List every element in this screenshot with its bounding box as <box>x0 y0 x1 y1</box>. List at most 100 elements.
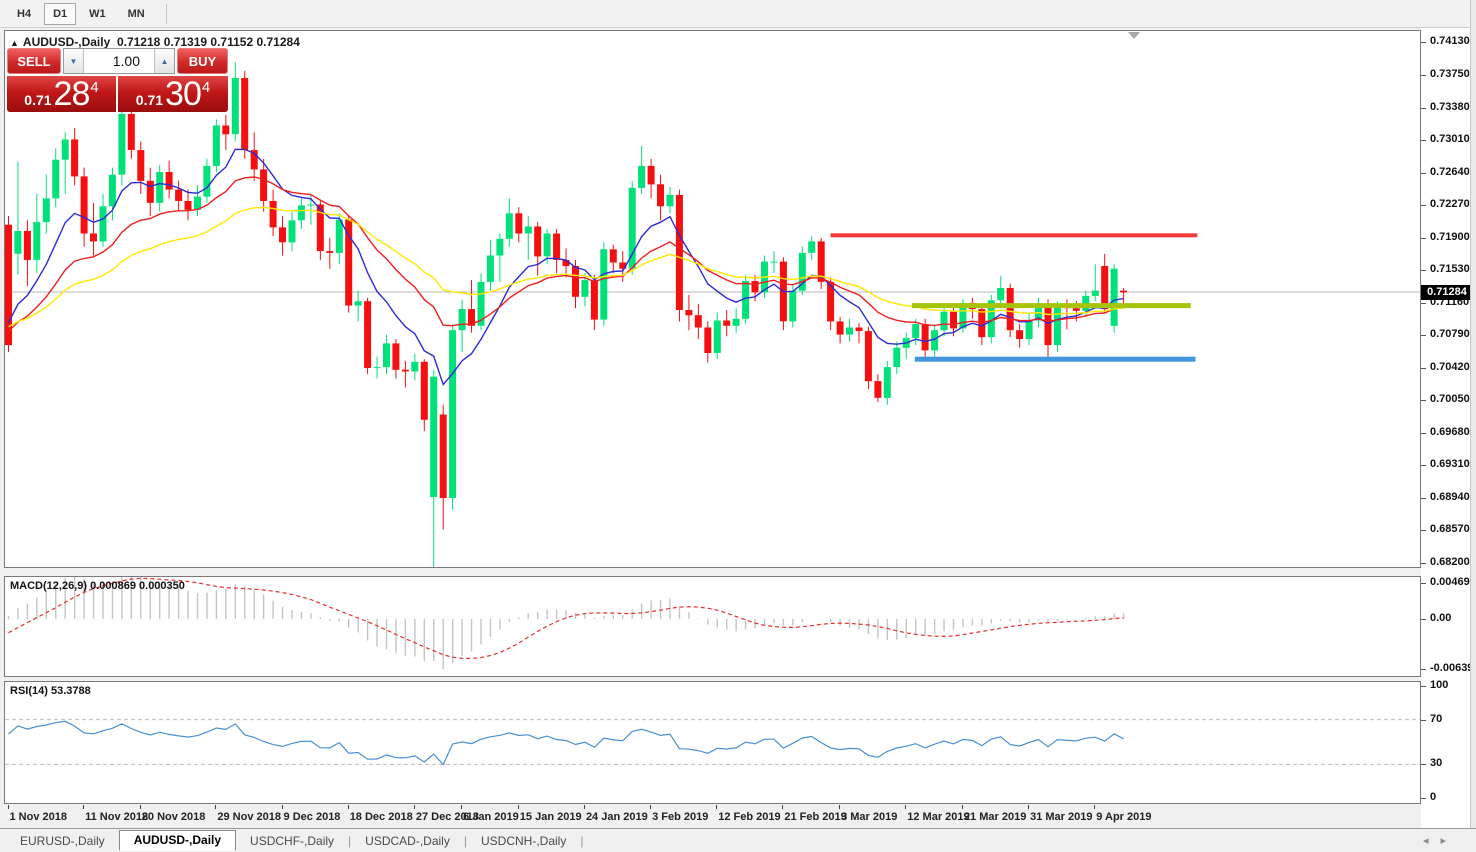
buy-price-small: 0.71 <box>135 92 164 108</box>
price-axis-label: 0.73010 <box>1430 133 1470 146</box>
sell-price[interactable]: 0.71 28 4 <box>7 76 116 112</box>
timeframe-button-d1[interactable]: D1 <box>44 2 77 25</box>
volume-input[interactable]: 1.00 <box>84 49 154 73</box>
volume-decrease-icon[interactable]: ▼ <box>64 49 84 73</box>
date-tick <box>961 805 963 809</box>
macd-axis-label: -0.00639 <box>1430 661 1474 674</box>
date-tick <box>517 805 519 809</box>
price-axis-label: 0.68570 <box>1430 523 1470 536</box>
axis-tick <box>1421 582 1426 584</box>
tab-scroll-left-icon[interactable]: ◂ <box>1422 835 1441 847</box>
buy-button[interactable]: BUY <box>177 48 228 74</box>
price-axis-label: 0.72270 <box>1430 198 1470 211</box>
date-tick <box>650 805 652 809</box>
date-tick <box>583 805 585 809</box>
macd-histogram <box>7 577 1125 669</box>
date-tick <box>461 805 463 809</box>
buy-price-big: 30 <box>165 75 202 113</box>
date-tick <box>215 805 217 809</box>
axis-tick <box>1421 302 1426 304</box>
timeframe-button-mn[interactable]: MN <box>127 7 145 20</box>
axis-tick <box>1421 205 1426 207</box>
date-axis-label: 21 Feb 2019 <box>784 811 847 823</box>
buy-price[interactable]: 0.71 30 4 <box>118 76 228 112</box>
axis-tick <box>1421 270 1426 272</box>
date-axis-label: 12 Feb 2019 <box>718 811 781 823</box>
price-axis-label: 0.68200 <box>1430 556 1470 568</box>
axis-tick <box>1421 107 1426 109</box>
collapse-triangle-icon[interactable]: ▲ <box>10 38 19 48</box>
date-tick <box>347 805 349 809</box>
macd-axis-label: 0.004694 <box>1430 575 1476 588</box>
axis-tick <box>1421 465 1426 467</box>
trade-panel-top-row: SELL ▼ 1.00 ▲ BUY <box>7 48 228 74</box>
rsi-chart[interactable] <box>5 682 1420 803</box>
chart-tab-eurusd[interactable]: EURUSD-,Daily <box>20 833 105 848</box>
axis-tick <box>1421 367 1426 369</box>
date-axis[interactable]: 1 Nov 2018 11 Nov 2018 20 Nov 2018 29 Nov 2… <box>4 805 1421 828</box>
hline-pivot[interactable] <box>911 303 1191 309</box>
price-pane[interactable] <box>4 30 1421 568</box>
timeframe-button-h4[interactable]: H4 <box>17 7 32 20</box>
price-axis-label: 0.73750 <box>1430 68 1470 81</box>
date-axis-label: 6 Jan 2019 <box>463 811 519 823</box>
price-scale[interactable]: 0.74130 0.73750 0.73380 0.73010 0.72640 0.722… <box>1421 28 1476 828</box>
price-axis-label: 0.73380 <box>1430 100 1470 113</box>
symbol-title: AUDUSD-,Daily <box>22 35 111 49</box>
current-price-badge: 0.71284 <box>1421 285 1473 301</box>
price-axis-label: 0.71900 <box>1430 230 1470 243</box>
price-axis-label: 0.70790 <box>1430 328 1470 341</box>
macd-pane[interactable] <box>4 576 1421 677</box>
axis-tick <box>1421 686 1426 687</box>
chart-title: ▲ AUDUSD-,Daily 0.71218 0.71319 0.71152 0… <box>10 35 300 49</box>
sell-price-sup: 4 <box>90 79 99 96</box>
date-tick <box>716 805 718 809</box>
date-tick <box>1028 805 1030 809</box>
sell-price-small: 0.71 <box>24 92 52 108</box>
chart-tabs: EURUSD-,Daily AUDUSD-,Daily USDCHF-,Daily |… <box>6 830 583 851</box>
chart-tab-usdcad[interactable]: USDCAD-,Daily <box>365 833 450 848</box>
ma-slow-line <box>8 206 1124 328</box>
tab-scroll-right-icon[interactable]: ▸ <box>1440 835 1458 847</box>
macd-chart[interactable] <box>5 577 1420 676</box>
price-axis-label: 0.70420 <box>1430 360 1470 373</box>
axis-tick <box>1421 172 1426 174</box>
price-axis-label: 0.74130 <box>1430 35 1470 47</box>
ohlc-low: 0.71152 <box>210 35 254 49</box>
date-axis-label: 24 Jan 2019 <box>585 811 648 823</box>
date-axis-label: 20 Nov 2018 <box>141 811 206 823</box>
volume-increase-icon[interactable]: ▲ <box>154 49 174 73</box>
timeframe-button-w1[interactable]: W1 <box>89 7 106 20</box>
hline-resistance[interactable] <box>830 233 1198 238</box>
tab-scroll-arrows: ◂▸ <box>1423 834 1458 847</box>
tab-separator: | <box>348 833 352 848</box>
date-axis-label: 12 Mar 2019 <box>907 811 970 823</box>
sell-price-big: 28 <box>53 75 91 113</box>
chart-tab-audusd[interactable]: AUDUSD-,Daily <box>118 830 237 851</box>
date-axis-label: 3 Mar 2019 <box>841 811 898 823</box>
hline-support[interactable] <box>914 356 1196 362</box>
date-axis-label: 29 Nov 2018 <box>217 811 281 823</box>
axis-tick <box>1421 668 1426 670</box>
one-click-trading-panel: SELL ▼ 1.00 ▲ BUY 0.71 28 4 0.71 30 4 <box>7 48 228 112</box>
rsi-pane[interactable] <box>4 681 1421 804</box>
date-tick <box>1094 805 1096 809</box>
axis-tick <box>1421 497 1426 499</box>
date-tick <box>905 805 907 809</box>
axis-tick <box>1421 563 1426 564</box>
chart-tab-bar: EURUSD-,Daily AUDUSD-,Daily USDCHF-,Daily |… <box>0 828 1476 852</box>
date-axis-label: 15 Jan 2019 <box>519 811 582 823</box>
chart-tab-usdcnh[interactable]: USDCNH-,Daily <box>480 833 567 848</box>
buy-price-sup: 4 <box>201 79 211 96</box>
axis-tick <box>1421 42 1426 43</box>
chart-tab-usdchf[interactable]: USDCHF-,Daily <box>250 833 335 848</box>
trade-panel-price-row: 0.71 28 4 0.71 30 4 <box>7 76 228 112</box>
date-tick <box>7 805 9 809</box>
rsi-axis-label: 70 <box>1430 712 1443 725</box>
ma-mid-line <box>7 176 1124 333</box>
window-right-edge <box>1470 0 1476 852</box>
chart-shift-marker-icon[interactable] <box>1128 32 1140 39</box>
sell-button[interactable]: SELL <box>7 48 61 74</box>
date-axis-label: 21 Mar 2019 <box>963 811 1027 823</box>
